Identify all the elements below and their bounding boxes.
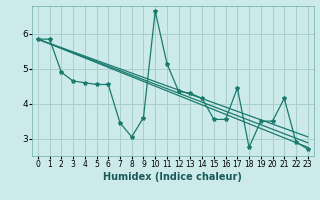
- X-axis label: Humidex (Indice chaleur): Humidex (Indice chaleur): [103, 172, 242, 182]
